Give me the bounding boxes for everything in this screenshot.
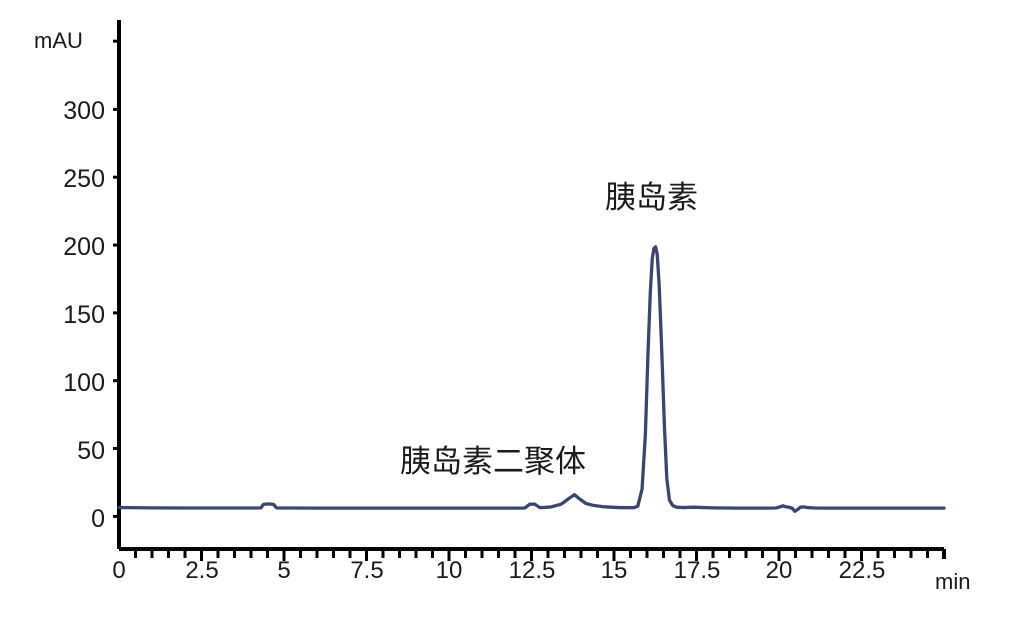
svg-text:20: 20	[766, 557, 793, 584]
svg-text:0: 0	[112, 557, 125, 584]
svg-text:17.5: 17.5	[674, 557, 721, 584]
svg-text:min: min	[935, 569, 970, 594]
svg-text:250: 250	[63, 165, 105, 193]
svg-text:12.5: 12.5	[509, 557, 556, 584]
svg-text:100: 100	[63, 369, 105, 397]
svg-text:22.5: 22.5	[839, 557, 886, 584]
svg-text:胰岛素: 胰岛素	[605, 180, 698, 215]
svg-text:mAU: mAU	[34, 28, 83, 53]
svg-text:200: 200	[63, 233, 105, 261]
svg-text:300: 300	[63, 97, 105, 125]
svg-text:10: 10	[436, 557, 463, 584]
svg-text:50: 50	[77, 437, 105, 465]
svg-text:0: 0	[91, 505, 105, 533]
svg-text:150: 150	[63, 301, 105, 329]
svg-text:2.5: 2.5	[185, 557, 218, 584]
svg-text:7.5: 7.5	[350, 557, 383, 584]
svg-text:5: 5	[277, 557, 290, 584]
svg-text:15: 15	[601, 557, 628, 584]
svg-text:胰岛素二聚体: 胰岛素二聚体	[400, 444, 586, 479]
